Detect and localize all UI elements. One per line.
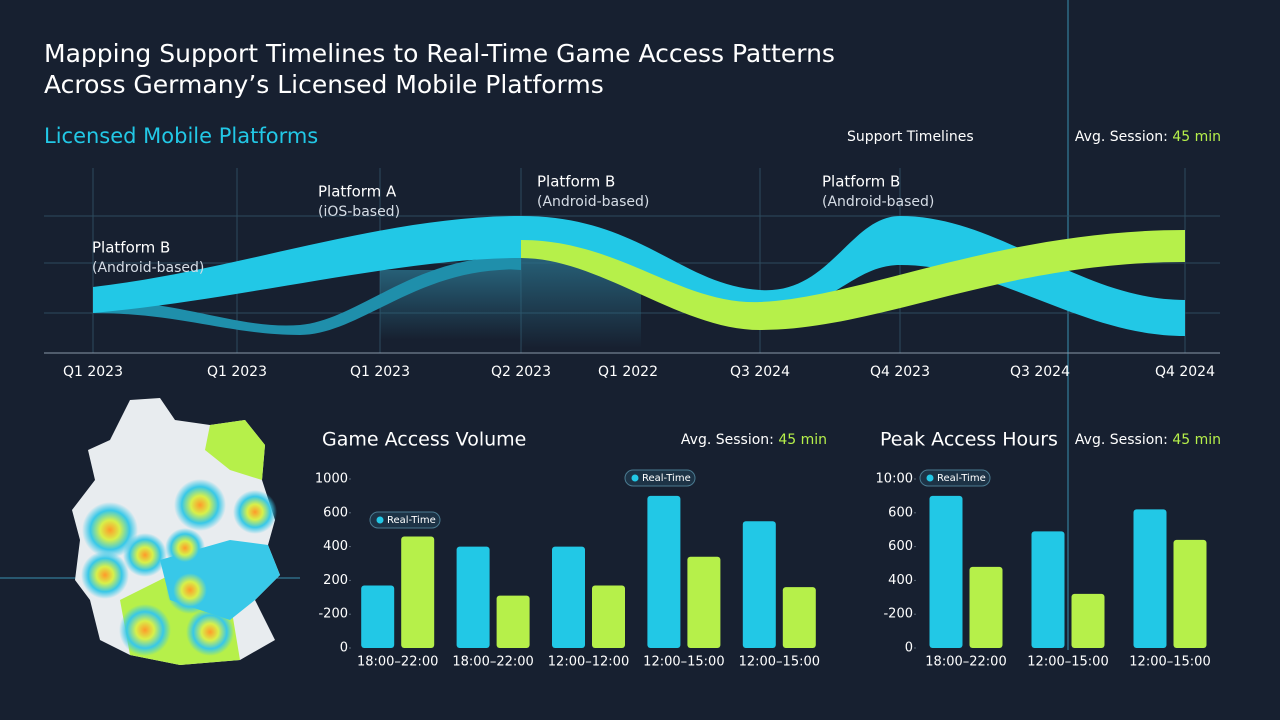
x-label: Q2 2023 bbox=[491, 364, 551, 380]
legend-pill bbox=[369, 511, 441, 529]
heat-spot bbox=[174, 479, 226, 531]
y-tick-label: 10:00 bbox=[876, 472, 913, 487]
avg-value: 45 min bbox=[778, 432, 827, 448]
map-region bbox=[205, 420, 265, 480]
x-tick-label: 18:00–22:00 bbox=[452, 655, 533, 670]
section-label: Licensed Mobile Platforms bbox=[44, 124, 318, 148]
bar bbox=[929, 495, 963, 648]
legend-swatch bbox=[926, 474, 934, 482]
title-line: Across Germany’s Licensed Mobile Platfor… bbox=[44, 70, 604, 99]
heat-spot bbox=[82, 502, 138, 558]
x-tick-label: 18:00–22:00 bbox=[925, 655, 1006, 670]
heat-spot bbox=[186, 608, 234, 656]
y-tick-label: 200 bbox=[323, 573, 348, 588]
bar-chart: Game Access Volume Avg. Session: 45 min 0 -… bbox=[315, 429, 827, 670]
annotation-detail: (Android-based) bbox=[92, 260, 204, 276]
x-tick-label: 12:00–15:00 bbox=[1027, 655, 1108, 670]
bar bbox=[647, 495, 681, 648]
legend-item: Real-Time bbox=[369, 511, 441, 529]
x-tick-label: 12:00–15:00 bbox=[1129, 655, 1210, 670]
y-tick-label: 1000 bbox=[315, 472, 348, 487]
ribbon-thin bbox=[93, 257, 521, 335]
annotation-name: Platform A bbox=[318, 183, 397, 201]
y-tick-label: 400 bbox=[323, 539, 348, 554]
chart-title: Peak Access Hours bbox=[880, 429, 1058, 451]
avg-value: 45 min bbox=[1172, 129, 1221, 145]
bar-chart: Peak Access Hours Avg. Session: 45 min 0 -2… bbox=[876, 429, 1221, 670]
heat-spot bbox=[119, 604, 171, 656]
y-tick-label: -200 bbox=[318, 607, 348, 622]
bar bbox=[592, 585, 625, 648]
avg-label: Avg. Session: bbox=[681, 432, 774, 448]
legend-label: Real-Time bbox=[937, 473, 986, 484]
title-line: Mapping Support Timelines to Real-Time G… bbox=[44, 39, 835, 68]
legend-label: Support Timelines bbox=[847, 129, 974, 145]
x-label: Q1 2023 bbox=[207, 364, 267, 380]
annotation-detail: (iOS-based) bbox=[318, 204, 400, 220]
bar bbox=[687, 556, 721, 648]
annotation-name: Platform B bbox=[822, 173, 900, 191]
bar bbox=[456, 546, 490, 648]
x-label: Q3 2024 bbox=[730, 364, 790, 380]
bar bbox=[1133, 509, 1167, 648]
legend-item: Real-Time bbox=[919, 469, 991, 487]
heat-spot bbox=[233, 490, 277, 534]
x-label: Q4 2024 bbox=[1155, 364, 1215, 380]
y-tick-label: 0 bbox=[905, 641, 913, 656]
legend-swatch bbox=[376, 516, 384, 524]
avg-session: Avg. Session: 45 min bbox=[1075, 432, 1221, 448]
bar bbox=[782, 587, 816, 648]
bar bbox=[1071, 593, 1105, 648]
shade bbox=[380, 270, 521, 340]
x-label: Q1 2022 bbox=[598, 364, 658, 380]
heat-spot bbox=[166, 566, 214, 614]
avg-label: Avg. Session: bbox=[1075, 432, 1168, 448]
y-tick-label: 600 bbox=[888, 539, 913, 554]
bar bbox=[401, 536, 435, 648]
chart-title: Game Access Volume bbox=[322, 429, 526, 451]
legend-label: Real-Time bbox=[642, 473, 691, 484]
bar bbox=[1031, 531, 1065, 648]
y-tick-label: 0 bbox=[340, 641, 348, 656]
legend-label: Real-Time bbox=[387, 515, 436, 526]
annotation-name: Platform B bbox=[537, 173, 615, 191]
heat-spot bbox=[165, 528, 205, 568]
annotation-detail: (Android-based) bbox=[537, 194, 649, 210]
heat-spot bbox=[123, 533, 167, 577]
x-label: Q3 2024 bbox=[1010, 364, 1070, 380]
annotation-detail: (Android-based) bbox=[822, 194, 934, 210]
annotation-name: Platform B bbox=[92, 239, 170, 257]
avg-session: Avg. Session: 45 min bbox=[1075, 129, 1221, 145]
x-label: Q1 2023 bbox=[350, 364, 410, 380]
heat-spot bbox=[81, 551, 129, 599]
bar bbox=[742, 521, 776, 648]
legend-pill bbox=[919, 469, 991, 487]
legend-item: Real-Time bbox=[624, 469, 696, 487]
x-tick-label: 12:00–12:00 bbox=[548, 655, 629, 670]
y-tick-label: 600 bbox=[888, 505, 913, 520]
bar bbox=[361, 585, 395, 648]
bar bbox=[1173, 539, 1207, 648]
bar bbox=[969, 566, 1003, 648]
x-label: Q1 2023 bbox=[63, 364, 123, 380]
bar bbox=[496, 595, 530, 648]
x-label: Q4 2023 bbox=[870, 364, 930, 380]
avg-label: Avg. Session: bbox=[1075, 129, 1168, 145]
avg-session: Avg. Session: 45 min bbox=[681, 432, 827, 448]
legend-pill bbox=[624, 469, 696, 487]
y-tick-label: 600 bbox=[323, 505, 348, 520]
y-tick-label: -200 bbox=[883, 607, 913, 622]
x-tick-label: 12:00–15:00 bbox=[643, 655, 724, 670]
legend-swatch bbox=[631, 474, 639, 482]
avg-value: 45 min bbox=[1172, 432, 1221, 448]
germany-map bbox=[72, 398, 280, 665]
x-tick-label: 12:00–15:00 bbox=[739, 655, 820, 670]
timeline: Q1 2023 Q1 2023 Q1 2023 Q2 2023 Q1 2022 Q3 20… bbox=[44, 168, 1220, 380]
y-tick-label: 400 bbox=[888, 573, 913, 588]
ribbon-lime bbox=[521, 230, 1185, 330]
x-tick-label: 18:00–22:00 bbox=[357, 655, 438, 670]
bar bbox=[552, 546, 585, 648]
